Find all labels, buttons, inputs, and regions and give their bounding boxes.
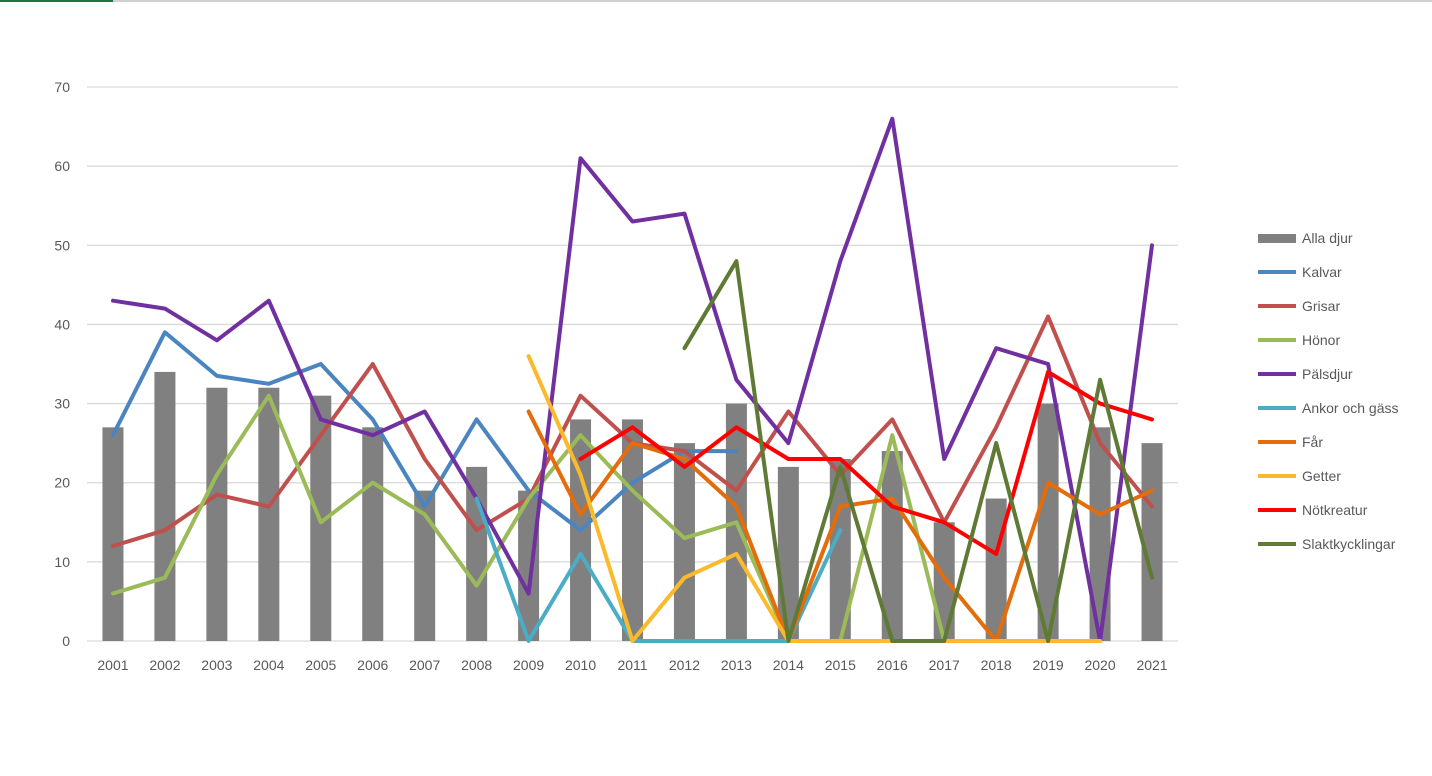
legend-label: Hönor bbox=[1302, 332, 1340, 348]
series-line-nötkreatur bbox=[578, 369, 1154, 556]
x-tick-label: 2006 bbox=[357, 657, 388, 673]
lines bbox=[111, 116, 1154, 643]
x-tick-label: 2012 bbox=[669, 657, 700, 673]
bar-2012 bbox=[673, 443, 695, 641]
series-line-kalvar bbox=[111, 330, 739, 533]
y-tick-label: 10 bbox=[54, 554, 70, 570]
window-top-border bbox=[0, 0, 1432, 2]
x-tick-label: 2004 bbox=[253, 657, 284, 673]
x-tick-label: 2005 bbox=[305, 657, 336, 673]
x-tick-label: 2010 bbox=[565, 657, 596, 673]
active-tab-accent bbox=[0, 0, 113, 2]
y-tick-label: 50 bbox=[54, 237, 70, 253]
legend-swatch-bar bbox=[1258, 234, 1296, 243]
x-tick-label: 2001 bbox=[97, 657, 128, 673]
x-tick-label: 2003 bbox=[201, 657, 232, 673]
x-tick-label: 2015 bbox=[825, 657, 856, 673]
bar-2002 bbox=[154, 371, 176, 641]
y-tick-labels: 0 10 20 30 40 50 60 70 bbox=[54, 79, 70, 649]
legend-label: Pälsdjur bbox=[1302, 366, 1353, 382]
legend-label: Grisar bbox=[1302, 298, 1340, 314]
series-line-pälsdjur bbox=[111, 116, 1154, 643]
bar-2007 bbox=[414, 490, 436, 641]
legend-label: Kalvar bbox=[1302, 264, 1342, 280]
legend: Alla djur Kalvar Grisar Hönor Pälsdjur Ankor … bbox=[1258, 230, 1399, 552]
x-tick-label: 2002 bbox=[149, 657, 180, 673]
x-tick-label: 2013 bbox=[721, 657, 752, 673]
x-tick-labels: 2001 2002 2003 2004 2005 2006 2007 2008 2009 2010… bbox=[97, 657, 1167, 673]
y-tick-label: 20 bbox=[54, 475, 70, 491]
bar-2017 bbox=[933, 522, 955, 641]
legend-label: Getter bbox=[1302, 468, 1341, 484]
x-tick-label: 2011 bbox=[617, 657, 647, 673]
bar-2009 bbox=[518, 490, 540, 641]
series-line-hönor bbox=[111, 393, 999, 643]
y-tick-label: 70 bbox=[54, 79, 70, 95]
x-tick-label: 2014 bbox=[773, 657, 804, 673]
y-tick-label: 0 bbox=[62, 633, 70, 649]
x-tick-label: 2020 bbox=[1084, 657, 1115, 673]
y-tick-label: 30 bbox=[54, 396, 70, 412]
x-tick-label: 2008 bbox=[461, 657, 492, 673]
x-tick-label: 2016 bbox=[877, 657, 908, 673]
legend-label: Ankor och gäss bbox=[1302, 400, 1399, 416]
series-line-får bbox=[526, 409, 1154, 643]
series-line-ankor-och-gäss bbox=[474, 496, 843, 643]
x-tick-label: 2017 bbox=[929, 657, 960, 673]
bar-2019 bbox=[1037, 403, 1059, 641]
y-tick-label: 40 bbox=[54, 316, 70, 332]
bar-2001 bbox=[102, 427, 124, 641]
bar-2008 bbox=[466, 466, 488, 641]
y-tick-label: 60 bbox=[54, 158, 70, 174]
legend-label: Får bbox=[1302, 434, 1323, 450]
bar-2004 bbox=[258, 387, 280, 641]
bar-2006 bbox=[362, 427, 384, 641]
x-tick-label: 2009 bbox=[513, 657, 544, 673]
legend-label: Alla djur bbox=[1302, 230, 1353, 246]
legend-label: Nötkreatur bbox=[1302, 502, 1368, 518]
x-tick-label: 2018 bbox=[981, 657, 1012, 673]
x-tick-label: 2021 bbox=[1136, 657, 1167, 673]
bar-2003 bbox=[206, 387, 228, 641]
x-tick-label: 2007 bbox=[409, 657, 440, 673]
series-line-slaktkycklingar bbox=[682, 259, 1154, 643]
series-line-getter bbox=[526, 354, 1103, 643]
legend-label: Slaktkycklingar bbox=[1302, 536, 1396, 552]
x-tick-label: 2019 bbox=[1033, 657, 1064, 673]
bar-2011 bbox=[622, 419, 643, 641]
